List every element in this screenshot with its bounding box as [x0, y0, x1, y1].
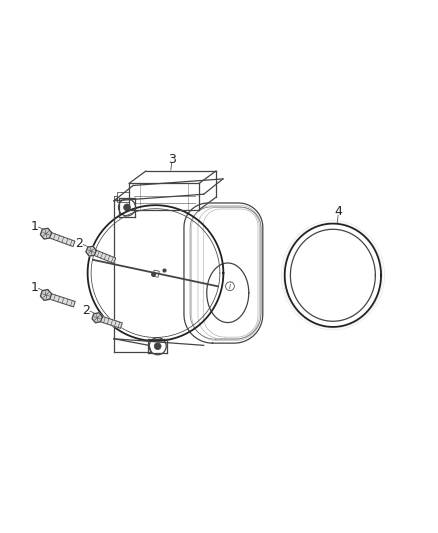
Text: 2: 2	[75, 237, 83, 250]
Polygon shape	[92, 313, 102, 323]
Circle shape	[154, 343, 161, 350]
Text: 4: 4	[334, 205, 342, 218]
Polygon shape	[45, 231, 75, 246]
Bar	[117, 192, 129, 201]
Circle shape	[124, 204, 131, 211]
Bar	[153, 270, 159, 277]
Polygon shape	[96, 315, 122, 328]
Polygon shape	[40, 289, 52, 301]
Text: 1: 1	[30, 220, 38, 233]
Polygon shape	[90, 248, 116, 263]
Text: 1: 1	[30, 281, 38, 294]
Polygon shape	[86, 246, 96, 256]
Polygon shape	[40, 228, 52, 239]
Text: 2: 2	[82, 304, 90, 317]
Polygon shape	[45, 292, 75, 307]
Text: i: i	[229, 282, 231, 290]
Text: 3: 3	[168, 152, 176, 166]
